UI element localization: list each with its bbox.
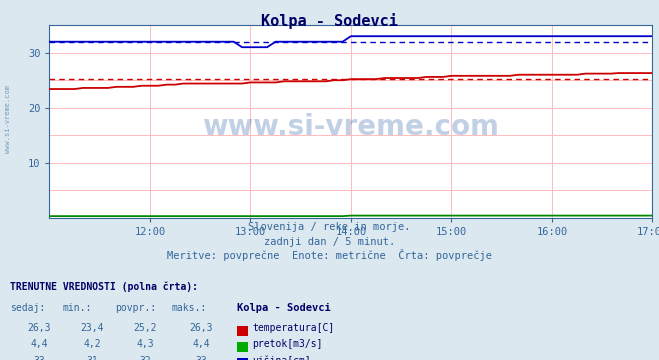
Text: Slovenija / reke in morje.: Slovenija / reke in morje. [248, 222, 411, 233]
Text: povpr.:: povpr.: [115, 303, 156, 314]
Text: 32: 32 [139, 356, 151, 360]
Text: pretok[m3/s]: pretok[m3/s] [252, 339, 323, 350]
Text: 4,4: 4,4 [31, 339, 48, 350]
Text: www.si-vreme.com: www.si-vreme.com [5, 85, 11, 153]
Text: TRENUTNE VREDNOSTI (polna črta):: TRENUTNE VREDNOSTI (polna črta): [10, 281, 198, 292]
Text: 26,3: 26,3 [189, 323, 213, 333]
Text: 31: 31 [86, 356, 98, 360]
Text: sedaj:: sedaj: [10, 303, 45, 314]
Text: Kolpa - Sodevci: Kolpa - Sodevci [261, 13, 398, 28]
Text: zadnji dan / 5 minut.: zadnji dan / 5 minut. [264, 237, 395, 247]
Text: 33: 33 [34, 356, 45, 360]
Text: temperatura[C]: temperatura[C] [252, 323, 335, 333]
Text: 26,3: 26,3 [28, 323, 51, 333]
Text: maks.:: maks.: [171, 303, 206, 314]
Text: 4,4: 4,4 [192, 339, 210, 350]
Text: min.:: min.: [63, 303, 92, 314]
Text: Meritve: povprečne  Enote: metrične  Črta: povprečje: Meritve: povprečne Enote: metrične Črta:… [167, 249, 492, 261]
Text: 33: 33 [195, 356, 207, 360]
Text: 23,4: 23,4 [80, 323, 104, 333]
Text: višina[cm]: višina[cm] [252, 355, 311, 360]
Text: Kolpa - Sodevci: Kolpa - Sodevci [237, 303, 331, 314]
Text: 4,2: 4,2 [84, 339, 101, 350]
Text: 4,3: 4,3 [136, 339, 154, 350]
Text: 25,2: 25,2 [133, 323, 157, 333]
Text: www.si-vreme.com: www.si-vreme.com [202, 113, 500, 141]
